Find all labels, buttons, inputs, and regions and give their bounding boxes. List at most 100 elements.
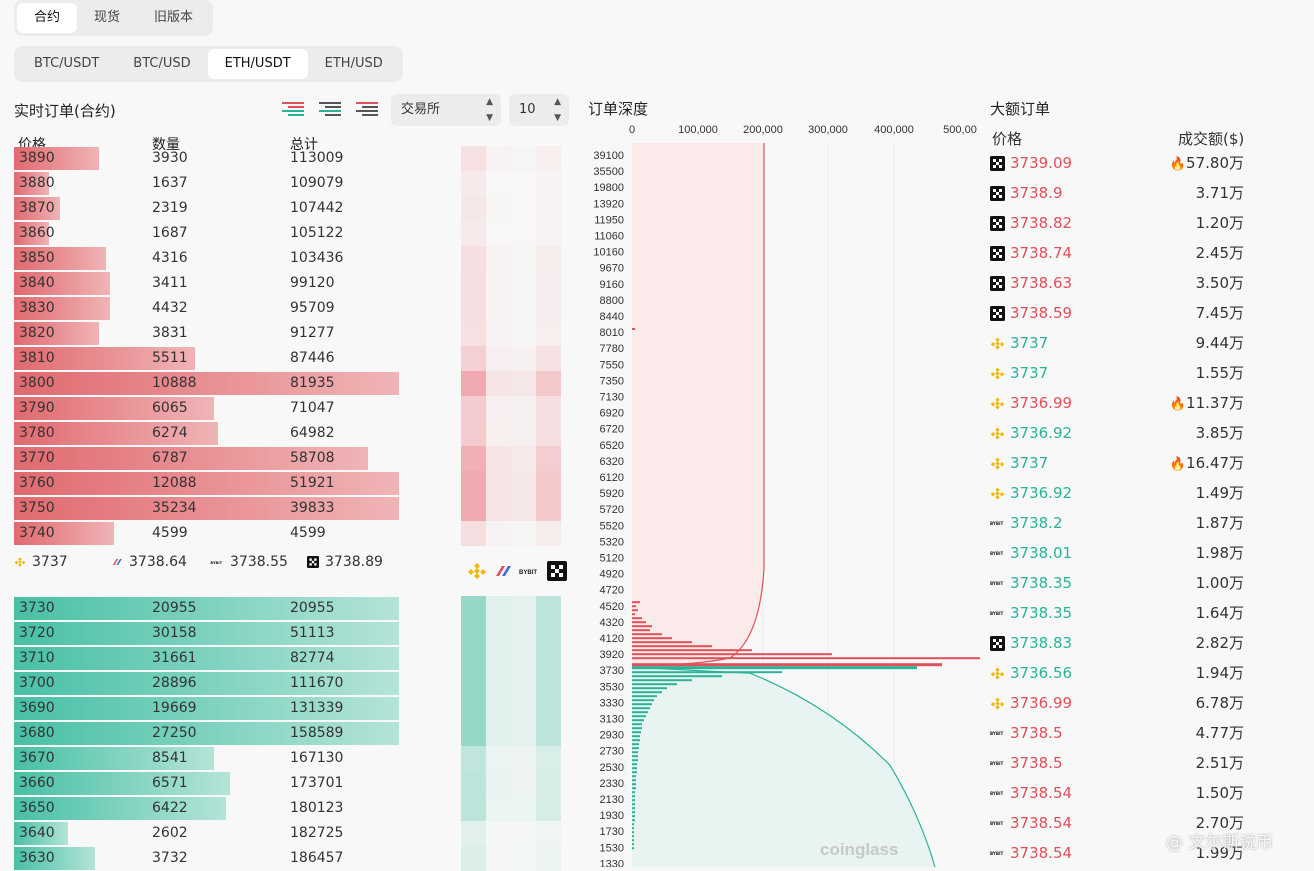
bid-row[interactable]: 3650 6422 180123 bbox=[14, 796, 399, 821]
big-order-price: 3737 bbox=[1010, 364, 1049, 382]
big-order-row[interactable]: 3737 1.55万 bbox=[990, 358, 1250, 388]
big-order-row[interactable]: BYBIT 3738.54 1.99万 bbox=[990, 838, 1250, 868]
bid-row[interactable]: 3680 27250 158589 bbox=[14, 721, 399, 746]
ask-row[interactable]: 3770 6787 58708 bbox=[14, 446, 399, 471]
big-order-amount: 1.20万 bbox=[1196, 208, 1244, 238]
bid-row[interactable]: 3710 31661 82774 bbox=[14, 646, 399, 671]
big-order-row[interactable]: 3736.56 1.94万 bbox=[990, 658, 1250, 688]
ask-row[interactable]: 3890 3930 113009 bbox=[14, 146, 399, 171]
bid-row[interactable]: 3660 6571 173701 bbox=[14, 771, 399, 796]
bid-depth-bar bbox=[14, 822, 68, 845]
big-order-row[interactable]: 3738.59 7.45万 bbox=[990, 298, 1250, 328]
tab-contract[interactable]: 合约 bbox=[17, 3, 78, 33]
bid-row[interactable]: 3720 30158 51113 bbox=[14, 621, 399, 646]
okx-icon bbox=[990, 636, 1005, 651]
ask-row[interactable]: 3830 4432 95709 bbox=[14, 296, 399, 321]
tab-spot[interactable]: 现货 bbox=[94, 10, 121, 25]
total-cell: 167130 bbox=[290, 750, 344, 766]
big-order-row[interactable]: BYBIT 3738.35 1.00万 bbox=[990, 568, 1250, 598]
x-tick-label: 400,000 bbox=[874, 124, 914, 136]
tab-legacy[interactable]: 旧版本 bbox=[154, 10, 194, 25]
y-tick-label: 9160 bbox=[600, 279, 624, 291]
big-order-row[interactable]: BYBIT 3738.5 4.77万 bbox=[990, 718, 1250, 748]
big-order-row[interactable]: 3736.92 1.49万 bbox=[990, 478, 1250, 508]
quantity-cell: 2319 bbox=[152, 200, 188, 216]
price-cell: 3840 bbox=[19, 275, 55, 291]
big-order-row[interactable]: 3738.83 2.82万 bbox=[990, 628, 1250, 658]
big-order-row[interactable]: BYBIT 3738.35 1.64万 bbox=[990, 598, 1250, 628]
bid-row[interactable]: 3700 28896 111670 bbox=[14, 671, 399, 696]
pair-tab-eth-usd[interactable]: ETH/USD bbox=[324, 56, 383, 71]
ask-exchange-heat bbox=[461, 321, 571, 346]
depth-select-value: 10 bbox=[519, 102, 536, 117]
quantity-cell: 3411 bbox=[152, 275, 188, 291]
price-cell: 3680 bbox=[19, 725, 55, 741]
amount-text: 1.64万 bbox=[1195, 604, 1244, 622]
big-order-row[interactable]: 3736.92 3.85万 bbox=[990, 418, 1250, 448]
bid-bar bbox=[632, 747, 639, 750]
svg-text:BYBIT: BYBIT bbox=[990, 761, 1003, 766]
bybit-icon: BYBIT bbox=[990, 581, 1003, 586]
big-order-row[interactable]: BYBIT 3738.54 1.50万 bbox=[990, 778, 1250, 808]
big-order-row[interactable]: BYBIT 3738.2 1.87万 bbox=[990, 508, 1250, 538]
ask-row[interactable]: 3800 10888 81935 bbox=[14, 371, 399, 396]
big-order-row[interactable]: BYBIT 3738.5 2.51万 bbox=[990, 748, 1250, 778]
big-order-row[interactable]: 3736.99 🔥11.37万 bbox=[990, 388, 1250, 418]
quantity-cell: 4599 bbox=[152, 525, 188, 541]
exchange-select[interactable]: 交易所 ▲ ▼ bbox=[391, 94, 501, 126]
ask-row[interactable]: 3740 4599 4599 bbox=[14, 521, 399, 546]
big-order-row[interactable]: 3739.09 🔥57.80万 bbox=[990, 148, 1250, 178]
big-order-row[interactable]: BYBIT 3738.01 1.98万 bbox=[990, 538, 1250, 568]
big-order-amount: 2.45万 bbox=[1196, 238, 1244, 268]
ask-row[interactable]: 3860 1687 105122 bbox=[14, 221, 399, 246]
ask-row[interactable]: 3880 1637 109079 bbox=[14, 171, 399, 196]
big-order-row[interactable]: 3737 9.44万 bbox=[990, 328, 1250, 358]
depth-select[interactable]: 10 ▲ ▼ bbox=[509, 94, 569, 126]
big-order-amount: 1.94万 bbox=[1196, 658, 1244, 688]
orderbook-view-both-icon[interactable] bbox=[280, 100, 306, 118]
orderbook-view-bids-icon[interactable] bbox=[317, 100, 343, 118]
bid-exchange-heat bbox=[461, 771, 571, 796]
ask-row[interactable]: 3750 35234 39833 bbox=[14, 496, 399, 521]
big-order-row[interactable]: 3738.9 3.71万 bbox=[990, 178, 1250, 208]
bid-row[interactable]: 3690 19669 131339 bbox=[14, 696, 399, 721]
ask-depth-area bbox=[632, 143, 764, 666]
big-order-row[interactable]: 3736.99 6.78万 bbox=[990, 688, 1250, 718]
price-cell: 3720 bbox=[19, 625, 55, 641]
orderbook-view-asks-icon[interactable] bbox=[354, 100, 380, 118]
ask-row[interactable]: 3850 4316 103436 bbox=[14, 246, 399, 271]
bitmex-icon[interactable] bbox=[493, 561, 513, 581]
bid-row[interactable]: 3730 20955 20955 bbox=[14, 596, 399, 621]
okx-icon bbox=[990, 246, 1005, 261]
ask-row[interactable]: 3780 6274 64982 bbox=[14, 421, 399, 446]
binance-icon[interactable] bbox=[467, 561, 487, 581]
pair-tab-btc-usd[interactable]: BTC/USD bbox=[133, 56, 191, 71]
ask-row[interactable]: 3790 6065 71047 bbox=[14, 396, 399, 421]
fire-icon: 🔥 bbox=[1169, 397, 1187, 412]
ask-row[interactable]: 3870 2319 107442 bbox=[14, 196, 399, 221]
pair-tab-eth-usdt[interactable]: ETH/USDT bbox=[207, 49, 308, 79]
big-order-row[interactable]: 3738.63 3.50万 bbox=[990, 268, 1250, 298]
exchange-price-item: 3737 bbox=[14, 554, 68, 570]
okx-icon bbox=[990, 186, 1005, 201]
big-order-row[interactable]: 3738.74 2.45万 bbox=[990, 238, 1250, 268]
big-order-row[interactable]: 3738.82 1.20万 bbox=[990, 208, 1250, 238]
bid-exchange-heat bbox=[461, 746, 571, 771]
bid-row[interactable]: 3630 3732 186457 bbox=[14, 846, 399, 871]
total-cell: 99120 bbox=[290, 275, 335, 291]
amount-text: 11.37万 bbox=[1186, 394, 1244, 412]
ask-row[interactable]: 3760 12088 51921 bbox=[14, 471, 399, 496]
ask-depth-bar bbox=[14, 472, 399, 495]
big-order-row[interactable]: BYBIT 3738.54 2.70万 bbox=[990, 808, 1250, 838]
bybit-icon[interactable]: BYBIT bbox=[519, 561, 541, 581]
amount-text: 4.77万 bbox=[1195, 724, 1244, 742]
ask-row[interactable]: 3840 3411 99120 bbox=[14, 271, 399, 296]
bid-row[interactable]: 3640 2602 182725 bbox=[14, 821, 399, 846]
pair-tab-btc-usdt[interactable]: BTC/USDT bbox=[34, 56, 100, 71]
ask-row[interactable]: 3810 5511 87446 bbox=[14, 346, 399, 371]
okx-icon[interactable] bbox=[547, 561, 567, 581]
bid-row[interactable]: 3670 8541 167130 bbox=[14, 746, 399, 771]
ask-row[interactable]: 3820 3831 91277 bbox=[14, 321, 399, 346]
big-order-row[interactable]: 3737 🔥16.47万 bbox=[990, 448, 1250, 478]
amount-text: 2.51万 bbox=[1195, 754, 1244, 772]
